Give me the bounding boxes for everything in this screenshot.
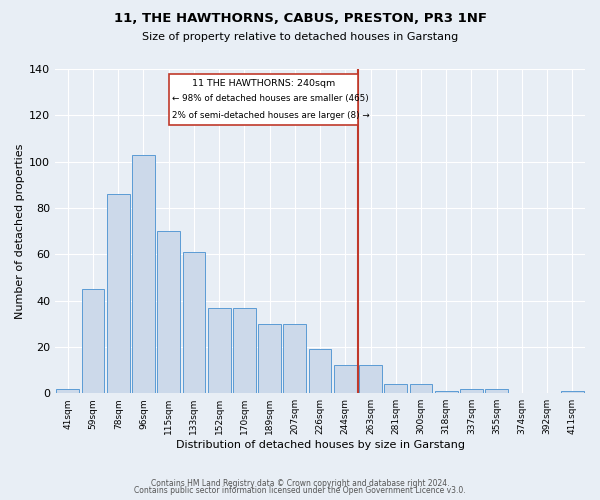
Text: ← 98% of detached houses are smaller (465): ← 98% of detached houses are smaller (46… [172, 94, 369, 104]
Bar [283, 324, 306, 393]
Bar [385, 384, 407, 393]
Text: Contains public sector information licensed under the Open Government Licence v3: Contains public sector information licen… [134, 486, 466, 495]
FancyBboxPatch shape [169, 74, 358, 124]
X-axis label: Distribution of detached houses by size in Garstang: Distribution of detached houses by size … [176, 440, 464, 450]
Text: Contains HM Land Registry data © Crown copyright and database right 2024.: Contains HM Land Registry data © Crown c… [151, 478, 449, 488]
Bar [485, 388, 508, 393]
Bar [410, 384, 433, 393]
Bar [233, 308, 256, 393]
Bar [107, 194, 130, 393]
Bar [132, 154, 155, 393]
Bar [182, 252, 205, 393]
Bar [334, 366, 356, 393]
Y-axis label: Number of detached properties: Number of detached properties [15, 144, 25, 319]
Bar [258, 324, 281, 393]
Text: Size of property relative to detached houses in Garstang: Size of property relative to detached ho… [142, 32, 458, 42]
Text: 2% of semi-detached houses are larger (8) →: 2% of semi-detached houses are larger (8… [172, 110, 370, 120]
Bar [56, 388, 79, 393]
Text: 11, THE HAWTHORNS, CABUS, PRESTON, PR3 1NF: 11, THE HAWTHORNS, CABUS, PRESTON, PR3 1… [113, 12, 487, 26]
Bar [561, 391, 584, 393]
Bar [309, 349, 331, 393]
Bar [435, 391, 458, 393]
Bar [157, 231, 180, 393]
Bar [359, 366, 382, 393]
Bar [82, 289, 104, 393]
Text: 11 THE HAWTHORNS: 240sqm: 11 THE HAWTHORNS: 240sqm [191, 80, 335, 88]
Bar [460, 388, 483, 393]
Bar [208, 308, 230, 393]
